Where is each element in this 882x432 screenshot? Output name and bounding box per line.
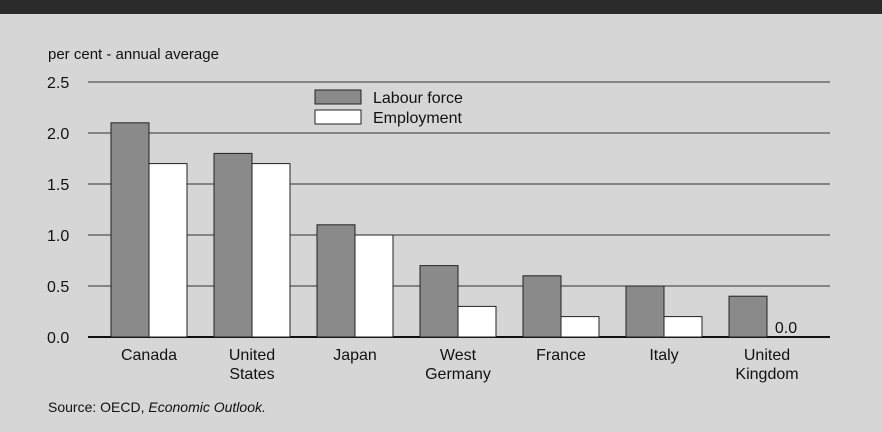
x-tick-label: Germany [425, 366, 491, 383]
x-tick-label: States [229, 366, 274, 383]
bar-employment [354, 234, 394, 338]
x-tick-label: Kingdom [735, 366, 798, 383]
header-bar [0, 0, 882, 14]
bar-labour-force [419, 265, 459, 338]
bar-labour-force [522, 275, 562, 338]
y-axis-unit-label: per cent - annual average [48, 46, 219, 63]
x-tick-label: Italy [649, 347, 678, 364]
bar-labour-force [110, 122, 150, 338]
bar-employment [251, 163, 291, 338]
legend-label-employment: Employment [373, 110, 462, 127]
x-tick-label: United [744, 347, 790, 364]
x-tick-label: United [229, 347, 275, 364]
source-prefix: Source: OECD, [48, 399, 149, 415]
bar-labour-force [625, 285, 665, 338]
y-tick-label: 0.0 [47, 330, 69, 347]
legend-swatch-employment [314, 109, 362, 125]
y-tick-label: 2.5 [47, 75, 69, 92]
bar-labour-force [213, 152, 253, 338]
x-tick-label: France [536, 347, 586, 364]
legend-label-labour-force: Labour force [373, 90, 463, 107]
source-note: Source: OECD, Economic Outlook. [48, 399, 266, 415]
bar-employment [560, 316, 600, 338]
y-tick-label: 1.5 [47, 177, 69, 194]
bar-labour-force [728, 295, 768, 338]
y-tick-label: 1.0 [47, 228, 69, 245]
bar-employment [457, 305, 497, 338]
x-tick-label: Japan [333, 347, 377, 364]
source-title: Economic Outlook. [148, 399, 266, 415]
x-tick-label: Canada [121, 347, 177, 364]
x-tick-label: West [440, 347, 477, 364]
bar-employment [148, 163, 188, 338]
legend-swatch-labour-force [314, 89, 362, 105]
data-label: 0.0 [775, 320, 797, 337]
bar-employment [663, 316, 703, 338]
y-tick-label: 2.0 [47, 126, 69, 143]
bar-labour-force [316, 224, 356, 338]
y-tick-label: 0.5 [47, 279, 69, 296]
